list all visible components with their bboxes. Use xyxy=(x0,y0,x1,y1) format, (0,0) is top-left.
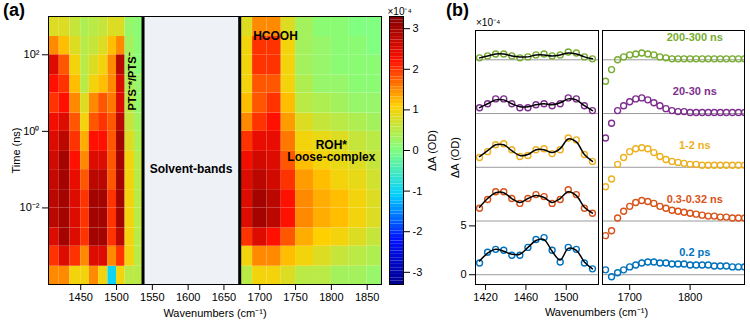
svg-text:10⁻²: 10⁻² xyxy=(20,201,40,213)
svg-text:PTS⁻*/PTS⁻: PTS⁻*/PTS⁻ xyxy=(126,52,138,110)
svg-text:10⁰: 10⁰ xyxy=(23,125,39,137)
svg-text:ROH*Loose-complex: ROH*Loose-complex xyxy=(287,138,375,164)
svg-text:1-2 ns: 1-2 ns xyxy=(679,139,711,151)
svg-text:1750: 1750 xyxy=(283,291,307,303)
svg-text:1460: 1460 xyxy=(514,291,538,303)
svg-text:2: 2 xyxy=(413,63,419,75)
svg-text:1850: 1850 xyxy=(355,291,379,303)
svg-text:-1: -1 xyxy=(413,185,423,197)
svg-text:×10⁻⁴: ×10⁻⁴ xyxy=(388,6,412,17)
svg-text:5: 5 xyxy=(460,219,466,231)
svg-text:0: 0 xyxy=(460,268,466,280)
svg-text:Wavenumbers (cm⁻¹): Wavenumbers (cm⁻¹) xyxy=(163,307,266,319)
svg-text:HCOOH: HCOOH xyxy=(253,29,298,43)
svg-text:1500: 1500 xyxy=(554,291,578,303)
svg-text:10²: 10² xyxy=(24,48,40,60)
svg-text:Solvent-bands: Solvent-bands xyxy=(150,162,233,176)
html-text:Wavenumbers (cm⁻¹): Wavenumbers (cm⁻¹) xyxy=(544,306,649,318)
svg-text:1650: 1650 xyxy=(212,291,236,303)
svg-text:1420: 1420 xyxy=(473,291,497,303)
svg-text:ΔA (OD): ΔA (OD) xyxy=(449,137,461,178)
html-text:(b): (b) xyxy=(446,0,469,20)
svg-text:ΔA (OD): ΔA (OD) xyxy=(426,130,438,171)
svg-text:1550: 1550 xyxy=(140,291,164,303)
svg-text:Time (ns): Time (ns) xyxy=(10,127,22,173)
svg-text:1800: 1800 xyxy=(678,291,702,303)
svg-text:1450: 1450 xyxy=(68,291,92,303)
svg-text:0: 0 xyxy=(413,144,419,156)
svg-text:1700: 1700 xyxy=(248,291,272,303)
svg-text:1: 1 xyxy=(413,103,419,115)
svg-text:200-300 ns: 200-300 ns xyxy=(667,31,723,43)
svg-text:1800: 1800 xyxy=(319,291,343,303)
svg-text:0.3-0.32 ns: 0.3-0.32 ns xyxy=(667,193,723,205)
svg-text:1600: 1600 xyxy=(176,291,200,303)
svg-text:0.2 ps: 0.2 ps xyxy=(679,246,710,258)
html-text:(a): (a) xyxy=(3,0,25,20)
svg-text:3: 3 xyxy=(413,22,419,34)
html-text:×10⁻⁴: ×10⁻⁴ xyxy=(476,17,501,28)
svg-text:-3: -3 xyxy=(413,266,423,278)
svg-text:-2: -2 xyxy=(413,225,423,237)
svg-text:1500: 1500 xyxy=(104,291,128,303)
svg-text:20-30 ns: 20-30 ns xyxy=(673,85,717,97)
svg-text:1700: 1700 xyxy=(617,291,641,303)
